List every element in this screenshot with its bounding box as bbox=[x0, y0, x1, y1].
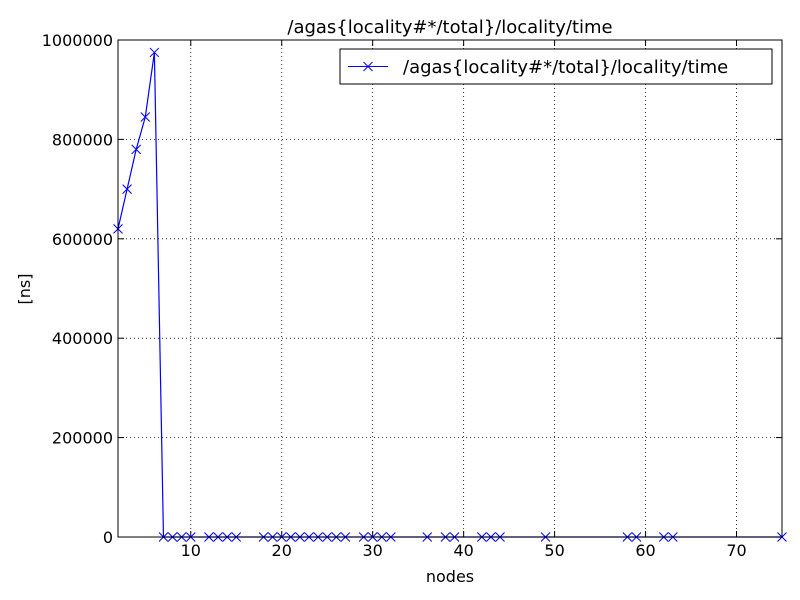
data-point-marker bbox=[122, 184, 132, 194]
y-tick-label: 1000000 bbox=[42, 31, 113, 50]
x-tick-label: 30 bbox=[363, 541, 383, 560]
x-tick-label: 50 bbox=[544, 541, 564, 560]
y-tick-label: 600000 bbox=[52, 230, 113, 249]
legend-marker-x bbox=[363, 61, 373, 72]
data-point-marker bbox=[131, 144, 142, 155]
legend-box bbox=[339, 48, 773, 85]
y-tick-label: 200000 bbox=[52, 429, 113, 448]
chart-title: /agas{locality#*/total}/locality/time bbox=[287, 17, 612, 38]
y-tick-label: 0 bbox=[103, 528, 113, 547]
x-tick-label: 10 bbox=[181, 541, 201, 560]
x-tick-label: 70 bbox=[726, 541, 746, 560]
y-tick-label: 400000 bbox=[52, 329, 113, 348]
x-axis-label: nodes bbox=[426, 567, 474, 586]
data-point-marker bbox=[140, 112, 151, 122]
x-tick-label: 20 bbox=[272, 541, 292, 560]
ticks: 10 20 30 40 50 60 70 0 200000 400000 600000 800000 1… bbox=[42, 31, 782, 560]
plot-frame bbox=[117, 39, 783, 538]
legend: /agas{locality#*/total}/locality/time bbox=[339, 48, 773, 85]
x-tick-label: 60 bbox=[635, 541, 655, 560]
data-point-marker bbox=[149, 47, 160, 58]
y-tick-label: 800000 bbox=[52, 130, 113, 149]
plot-area bbox=[118, 40, 782, 537]
x-tick-label: 40 bbox=[453, 541, 473, 560]
legend-series-label: /agas{locality#*/total}/locality/time bbox=[403, 57, 728, 78]
y-axis-label: [ns] bbox=[15, 274, 34, 305]
